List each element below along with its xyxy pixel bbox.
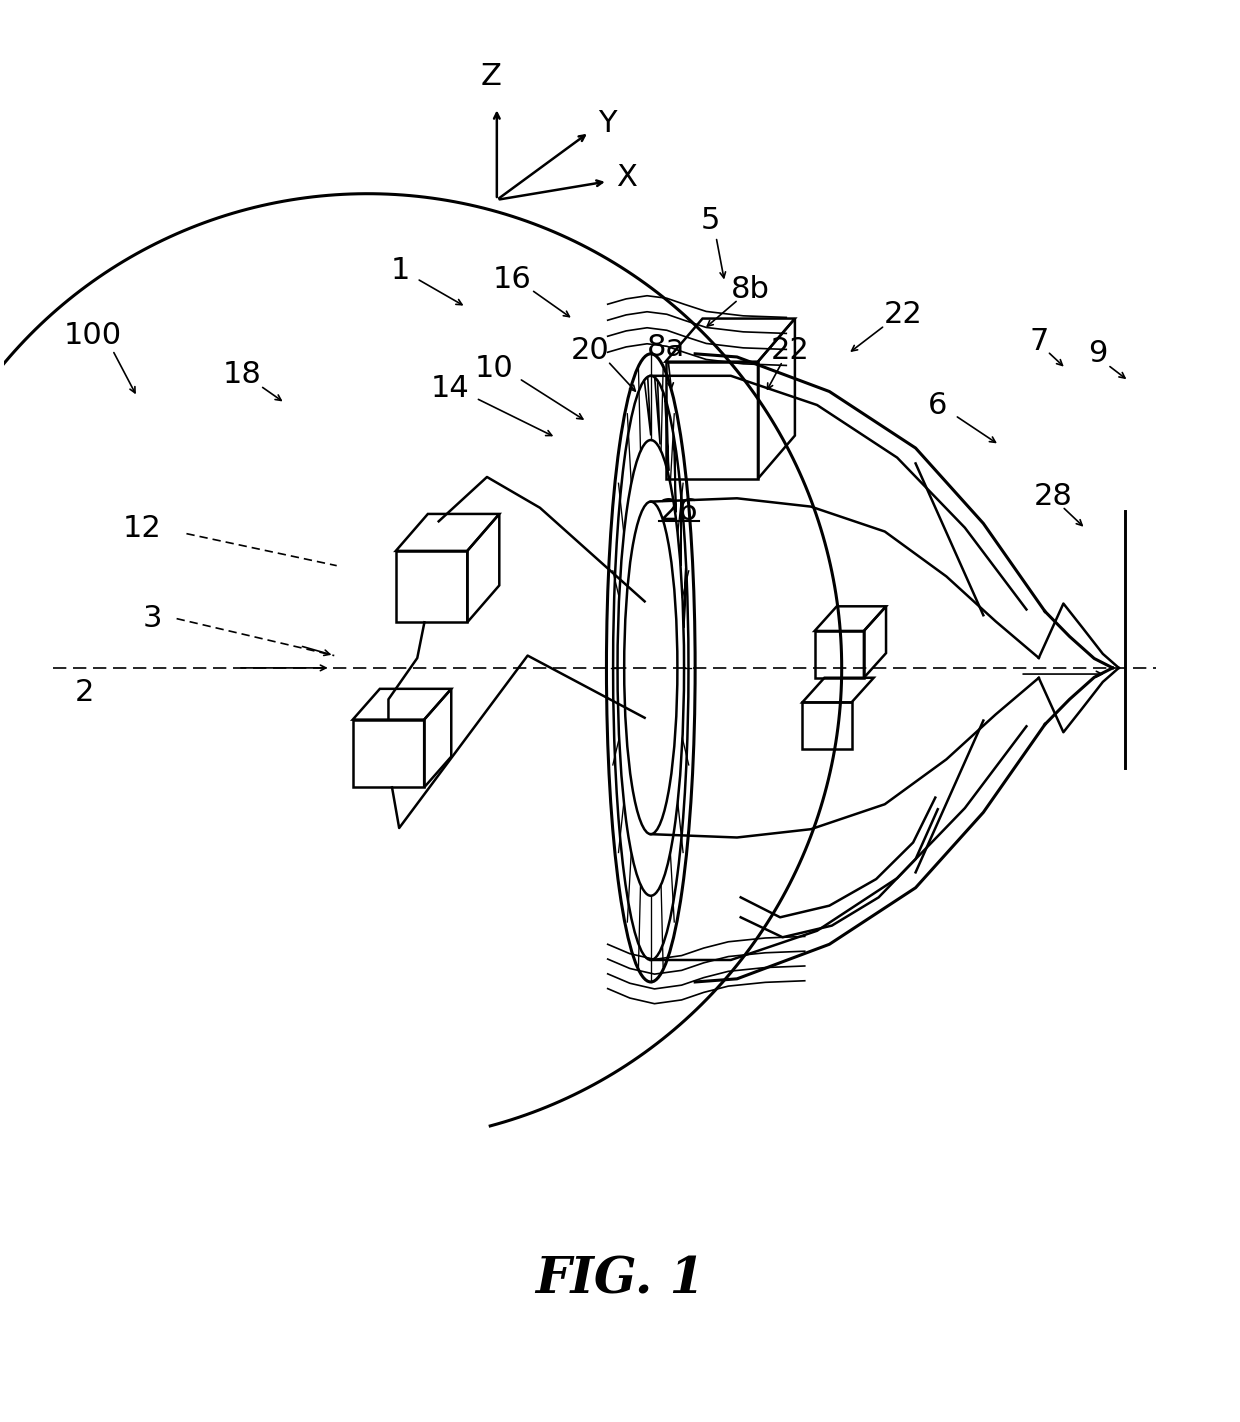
Text: 14: 14 bbox=[430, 374, 470, 402]
Text: 18: 18 bbox=[222, 360, 262, 390]
Text: 12: 12 bbox=[123, 515, 161, 543]
Text: 3: 3 bbox=[143, 604, 161, 633]
Text: Y: Y bbox=[598, 109, 616, 138]
Text: 9: 9 bbox=[1089, 340, 1107, 368]
Text: 8b: 8b bbox=[732, 276, 770, 304]
Text: Z: Z bbox=[480, 63, 501, 91]
Text: 26: 26 bbox=[660, 496, 698, 526]
Text: 1: 1 bbox=[391, 256, 410, 284]
Text: 5: 5 bbox=[701, 206, 719, 235]
Text: 10: 10 bbox=[475, 354, 513, 383]
Text: 16: 16 bbox=[492, 266, 531, 294]
Text: 2: 2 bbox=[74, 678, 94, 707]
Text: 8a: 8a bbox=[646, 333, 684, 363]
Text: FIG. 1: FIG. 1 bbox=[536, 1256, 704, 1304]
Text: 28: 28 bbox=[1034, 482, 1073, 510]
Text: 20: 20 bbox=[572, 336, 610, 364]
Text: X: X bbox=[616, 164, 637, 192]
Text: 100: 100 bbox=[63, 321, 122, 350]
Text: 22: 22 bbox=[884, 300, 923, 328]
Text: 7: 7 bbox=[1029, 327, 1049, 356]
Text: 22: 22 bbox=[770, 336, 810, 364]
Text: 6: 6 bbox=[928, 391, 947, 419]
